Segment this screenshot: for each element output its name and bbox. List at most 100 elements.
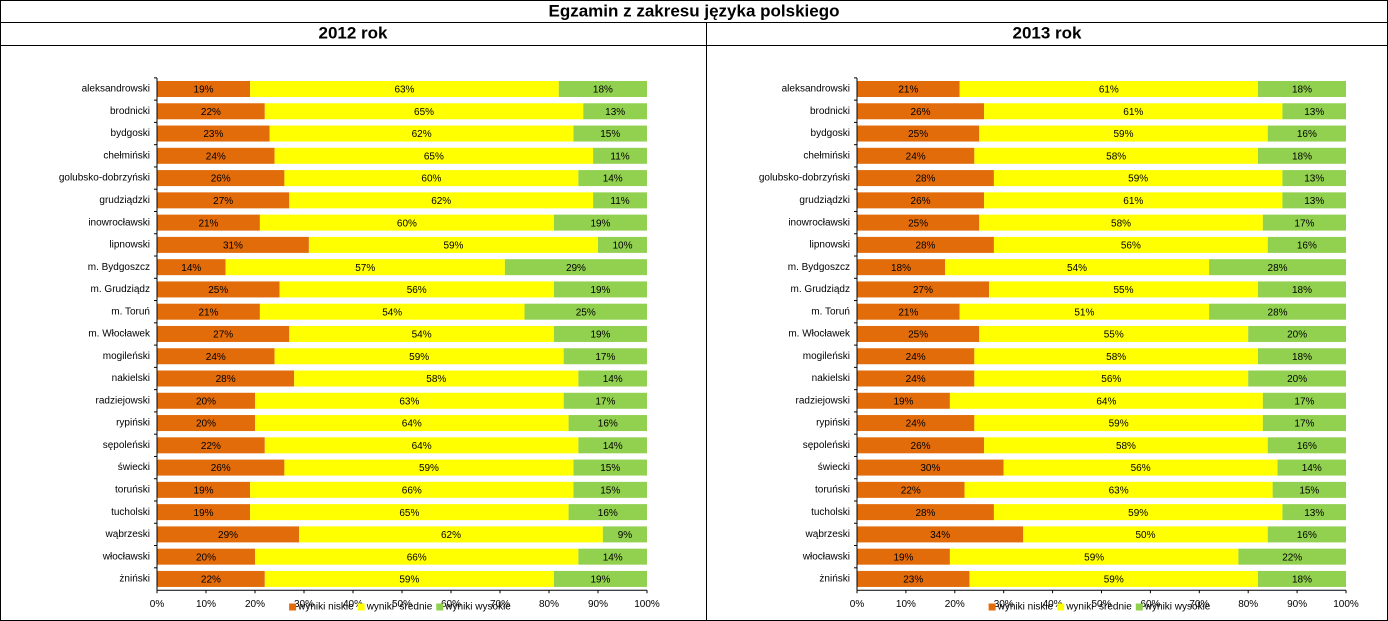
bar-segment (255, 392, 564, 409)
value-label: 21% (898, 307, 918, 318)
value-label: 60% (397, 218, 417, 229)
value-label: 59% (1128, 174, 1148, 185)
bar-segment (1267, 125, 1346, 142)
value-label: 25% (908, 218, 928, 229)
value-label: 59% (419, 463, 439, 474)
bar-segment (568, 504, 647, 521)
bar-segment (269, 125, 574, 142)
bar-segment (1003, 459, 1278, 476)
value-label: 20% (196, 552, 216, 563)
value-label: 15% (1299, 486, 1319, 497)
bar-segment (602, 526, 647, 543)
value-label: 63% (1109, 486, 1129, 497)
bar-segment (974, 415, 1263, 432)
bar-segment (593, 192, 647, 209)
bar-segment (250, 504, 569, 521)
value-label: 61% (1123, 196, 1143, 207)
category-label: świecki (818, 462, 850, 473)
value-label: 29% (218, 530, 238, 541)
value-label: 61% (1123, 107, 1143, 118)
value-label: 11% (610, 196, 629, 207)
value-label: 15% (600, 129, 620, 140)
x-tick-label: 40% (343, 599, 363, 610)
bar-segment (1238, 548, 1346, 565)
value-label: 55% (1104, 330, 1124, 341)
bar-segment (553, 570, 647, 587)
x-tick-label: 30% (994, 599, 1014, 610)
bar-segment (959, 303, 1210, 320)
bar-segment (857, 370, 975, 387)
category-label: m. Włocławek (88, 329, 151, 340)
value-label: 28% (216, 374, 236, 385)
chart-title: 2013 rok (1013, 23, 1083, 42)
x-tick-label: 70% (490, 599, 510, 610)
category-label: sępoleński (103, 440, 150, 451)
value-label: 13% (1304, 196, 1324, 207)
category-label: mogileński (803, 351, 850, 362)
bar-segment (1282, 504, 1346, 521)
value-label: 17% (1294, 218, 1314, 229)
value-label: 22% (201, 575, 221, 586)
value-label: 50% (1136, 530, 1156, 541)
bar-segment (857, 570, 970, 587)
bar-segment (568, 415, 647, 432)
bar-segment (563, 348, 647, 365)
value-label: 62% (431, 196, 451, 207)
bar-segment (979, 325, 1249, 342)
category-label: m. Bydgoszcz (788, 262, 850, 273)
value-label: 30% (920, 463, 940, 474)
value-label: 13% (1304, 508, 1324, 519)
value-label: 21% (898, 85, 918, 96)
value-label: 27% (213, 330, 233, 341)
bar-segment (857, 103, 985, 120)
bar-segment (959, 81, 1258, 97)
legend: wyniki niskie wyniki średnie wyniki wysoki… (988, 602, 1211, 613)
category-label: inowrocławski (88, 217, 150, 228)
category-label: wąbrzeski (105, 529, 150, 540)
category-label: nakielski (812, 373, 850, 384)
bar-segment (857, 504, 994, 521)
category-label: bydgoski (811, 128, 850, 139)
bar-segment (157, 415, 255, 432)
value-label: 64% (412, 441, 432, 452)
bar-segment (1267, 526, 1346, 543)
value-label: 59% (443, 241, 463, 252)
bar-segment (989, 281, 1258, 298)
value-label: 18% (891, 263, 911, 274)
value-label: 18% (593, 85, 613, 96)
value-label: 20% (1287, 374, 1307, 385)
value-label: 19% (893, 552, 913, 563)
value-label: 58% (1111, 218, 1131, 229)
bar-segment (553, 214, 647, 231)
legend-swatch (289, 603, 297, 611)
x-tick-label: 10% (196, 599, 216, 610)
value-label: 60% (421, 174, 441, 185)
x-tick-label: 80% (539, 599, 559, 610)
bar-segment (857, 415, 975, 432)
bar-segment (993, 504, 1283, 521)
bar-segment (578, 170, 647, 187)
category-label: rypiński (116, 418, 150, 429)
bar-segment (1257, 348, 1346, 365)
value-label: 25% (908, 330, 928, 341)
bar-segment (857, 392, 950, 409)
bar-segment (969, 570, 1258, 587)
value-label: 26% (911, 196, 931, 207)
value-label: 26% (211, 174, 231, 185)
value-label: 19% (590, 218, 610, 229)
value-label: 18% (1292, 151, 1312, 162)
value-label: 22% (201, 107, 221, 118)
bar-segment (157, 526, 300, 543)
value-label: 56% (407, 285, 427, 296)
bar-segment (157, 103, 265, 120)
bar-segment (583, 103, 647, 120)
value-label: 14% (603, 174, 623, 185)
bar-segment (157, 147, 275, 164)
bar-segment (558, 81, 647, 97)
bar-segment (949, 392, 1263, 409)
value-label: 19% (893, 396, 913, 407)
category-label: radziejowski (796, 395, 850, 406)
category-label: aleksandrowski (82, 84, 150, 95)
value-label: 19% (194, 85, 214, 96)
